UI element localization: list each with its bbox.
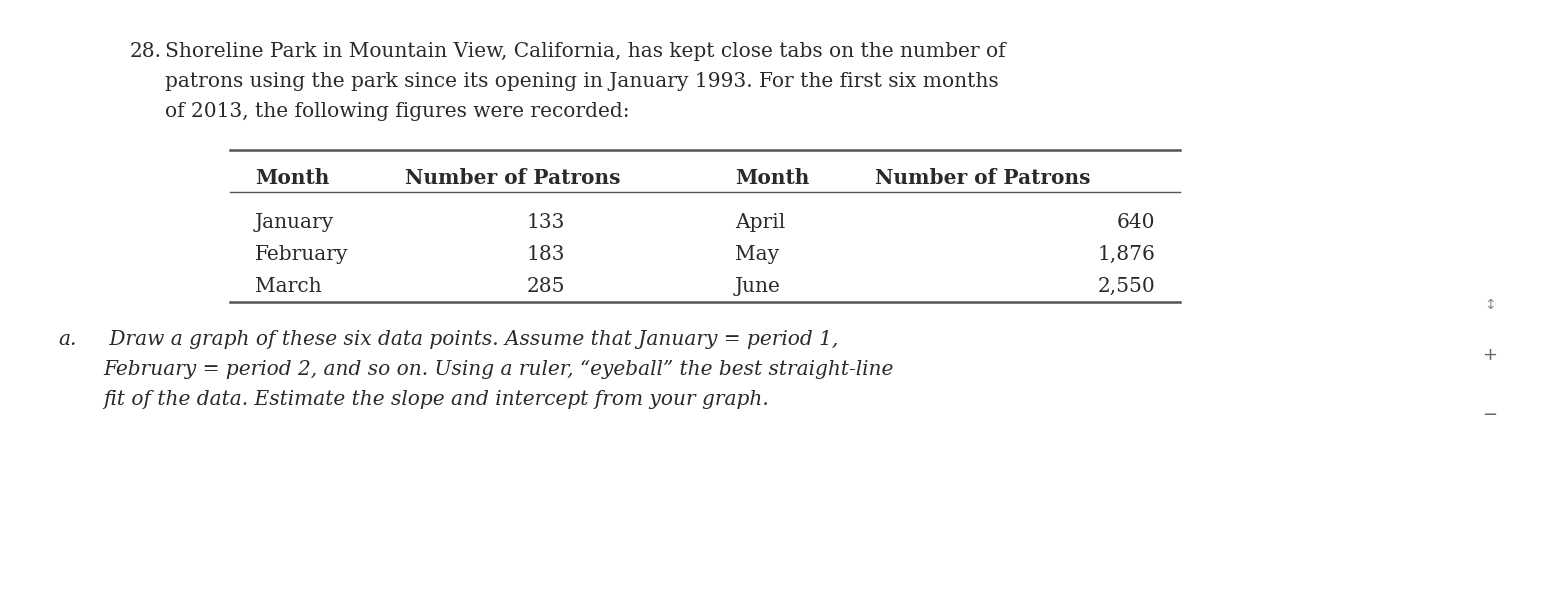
Text: ↕: ↕: [1484, 298, 1495, 312]
Text: May: May: [734, 245, 779, 264]
Text: Number of Patrons: Number of Patrons: [404, 168, 620, 188]
Text: March: March: [255, 277, 321, 296]
Text: +: +: [1483, 346, 1498, 364]
Text: Shoreline Park in Mountain View, California, has kept close tabs on the number o: Shoreline Park in Mountain View, Califor…: [165, 42, 1006, 61]
Text: Month: Month: [255, 168, 329, 188]
Text: fit of the data. Estimate the slope and intercept from your graph.: fit of the data. Estimate the slope and …: [103, 390, 768, 409]
Text: April: April: [734, 213, 785, 232]
Text: February = period 2, and so on. Using a ruler, “eyeball” the best straight-line: February = period 2, and so on. Using a …: [103, 360, 893, 379]
Text: Draw a graph of these six data points. Assume that January = period 1,: Draw a graph of these six data points. A…: [103, 330, 838, 349]
Text: February: February: [255, 245, 349, 264]
Text: a.: a.: [59, 330, 76, 349]
Text: 133: 133: [526, 213, 565, 232]
Text: patrons using the park since its opening in January 1993. For the first six mont: patrons using the park since its opening…: [165, 72, 998, 91]
Text: June: June: [734, 277, 781, 296]
Text: 640: 640: [1117, 213, 1156, 232]
Text: 183: 183: [526, 245, 565, 264]
Text: 2,550: 2,550: [1097, 277, 1156, 296]
Text: 285: 285: [526, 277, 565, 296]
Text: 28.: 28.: [130, 42, 162, 61]
Text: Number of Patrons: Number of Patrons: [875, 168, 1091, 188]
Text: of 2013, the following figures were recorded:: of 2013, the following figures were reco…: [165, 102, 630, 121]
Text: 1,876: 1,876: [1097, 245, 1156, 264]
Text: January: January: [255, 213, 335, 232]
Text: Month: Month: [734, 168, 810, 188]
Text: −: −: [1483, 406, 1498, 424]
